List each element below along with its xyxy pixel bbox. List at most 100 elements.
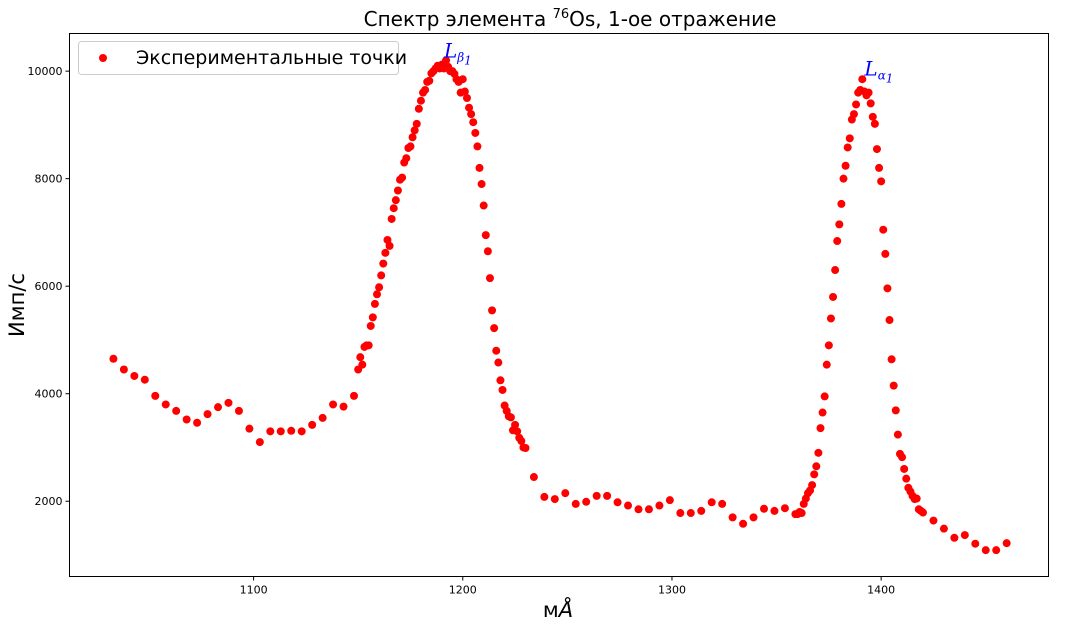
y-axis-title: Имп/с [5,273,29,337]
data-point [373,290,382,299]
data-point [402,154,411,163]
data-point [849,110,858,119]
data-point [992,546,1001,555]
data-point [902,474,911,483]
data-point [820,392,829,401]
data-point [339,402,348,411]
data-point [665,496,674,505]
data-point [728,513,737,522]
data-point [266,427,275,436]
data-point [387,214,396,223]
data-point [808,481,817,490]
x-axis-title-unit: Å [557,596,573,622]
x-axis-title: мÅ [543,596,573,622]
chart-title-suffix: , 1-ое отражение [595,7,776,31]
data-point [140,375,149,384]
data-point [421,85,430,94]
data-point [749,513,758,522]
data-point [529,473,538,482]
peak-annotations: Lβ1 Lα1 [443,39,893,86]
data-point [462,94,471,103]
data-point [885,316,894,325]
x-tick-label: 1300 [658,584,686,597]
data-point [381,248,390,257]
data-point [356,353,365,362]
data-point [368,313,377,322]
data-point [655,501,664,510]
data-point [511,420,520,429]
peak-label-symbol: L [443,39,457,63]
chart-title-prefix: Спектр элемента [364,7,553,31]
data-point [521,444,530,453]
data-point [839,174,848,183]
data-point [408,133,417,142]
data-point [379,259,388,268]
data-point [540,492,549,501]
data-point [406,142,415,151]
data-point [119,365,128,374]
data-point [393,186,402,195]
data-point [366,321,375,330]
data-point [490,324,499,333]
data-point [389,204,398,213]
data-point [494,358,503,367]
data-point [939,524,948,533]
legend-marker [99,54,107,62]
data-point [676,509,685,518]
data-point [308,420,317,429]
data-point [151,391,160,400]
peak-label-subscript-digit: 1 [464,54,472,68]
data-point [824,341,833,350]
data-point [845,134,854,143]
data-point [492,346,501,355]
data-point [109,354,118,363]
data-point [887,355,896,364]
data-point [398,173,407,182]
data-point [739,519,748,528]
data-point [686,509,695,518]
data-point [255,438,264,447]
peak-label: Lβ1 [443,39,472,68]
data-point [592,491,601,500]
data-point [624,501,633,510]
data-points [109,56,1011,555]
data-point [182,415,191,424]
data-point [465,103,474,112]
data-point [852,100,861,109]
data-point [329,400,338,409]
data-point [410,126,419,135]
peak-label-subscript-digit: 1 [886,71,894,85]
data-point [898,453,907,462]
data-point [603,491,612,500]
data-point [950,533,959,542]
data-point [370,299,379,308]
data-point [837,199,846,208]
data-point [224,398,233,407]
data-point [718,499,727,508]
data-point [818,408,827,417]
data-point [858,75,867,84]
plot-frame [69,33,1049,577]
data-point [697,506,706,515]
data-point [912,494,921,503]
x-tick-label: 1100 [240,584,268,597]
data-point [877,177,886,186]
data-point [561,489,570,498]
data-point [287,426,296,435]
legend: Экспериментальные точки [78,41,407,75]
data-point [496,376,505,385]
data-point [812,462,821,471]
data-point [810,470,819,479]
data-point [760,504,768,513]
data-point [471,128,480,137]
data-point [203,410,212,419]
data-point [488,306,497,315]
data-point [864,88,873,97]
data-point [377,271,386,280]
data-point [929,516,938,525]
y-axis-ticks: 2000 4000 6000 8000 10000 [28,65,70,508]
data-point [826,314,835,323]
x-axis-ticks: 1100 1200 1300 1400 [240,576,895,597]
data-point [245,424,254,433]
